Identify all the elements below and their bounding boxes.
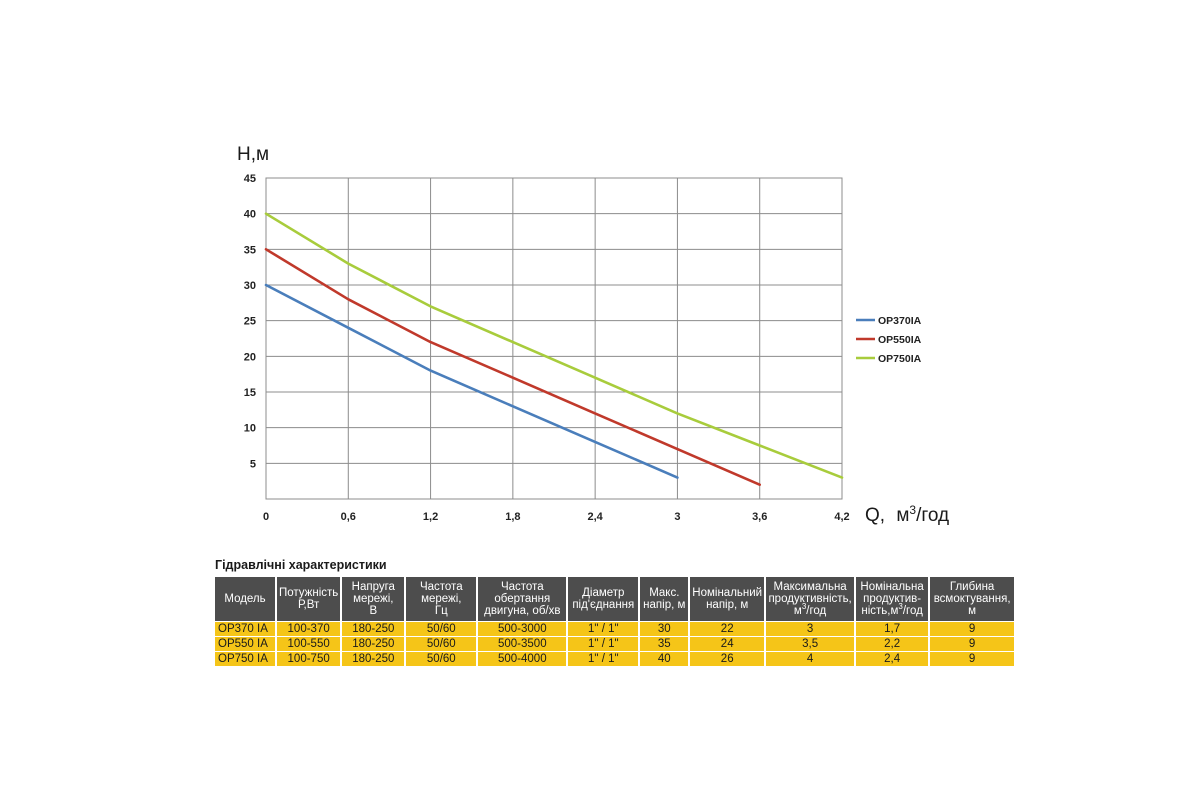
table-cell: 24 bbox=[690, 637, 765, 651]
chart-series bbox=[264, 212, 844, 486]
table-header-cell: Номінальна продуктив-ність,м3/год bbox=[856, 577, 929, 621]
y-tick-label: 40 bbox=[244, 209, 256, 221]
y-tick-label: 30 bbox=[244, 280, 256, 292]
x-tick-label: 3 bbox=[674, 511, 680, 523]
y-tick-label: 20 bbox=[244, 351, 256, 363]
x-axis-title-q: Q, bbox=[865, 505, 885, 526]
y-axis-title: H,м bbox=[237, 144, 269, 165]
chart-grid bbox=[265, 177, 843, 500]
table-cell: 180-250 bbox=[342, 652, 405, 666]
table-cell: 9 bbox=[930, 652, 1015, 666]
table-cell: 1,7 bbox=[856, 622, 929, 636]
x-axis-title: Q, м3/год bbox=[865, 503, 949, 526]
table-row: OP370 IA 100-370 180-250 50/60 500-3000 1" / … bbox=[215, 622, 1015, 636]
table-cell: 500-3500 bbox=[478, 637, 567, 651]
y-tick-label: 25 bbox=[244, 316, 256, 328]
series-line bbox=[264, 283, 679, 479]
table-cell: 22 bbox=[690, 622, 765, 636]
table-header-cell: Напруга мережі, В bbox=[342, 577, 405, 621]
chart-ticks: 5 10 15 20 25 30 35 40 45 0 0,6 1,2 1,8 2,4 3 3,6 4,2 bbox=[244, 173, 850, 523]
table-header-cell: Модель bbox=[215, 577, 275, 621]
table-title: Гідравлічні характеристики bbox=[215, 558, 387, 572]
table-cell: 1" / 1" bbox=[568, 622, 639, 636]
legend-label: OP550IA bbox=[878, 334, 922, 346]
table-row: OP550 IA 100-550 180-250 50/60 500-3500 1" / … bbox=[215, 637, 1015, 651]
table-cell: 50/60 bbox=[406, 637, 477, 651]
table-header-cell: Номінальний напір, м bbox=[690, 577, 765, 621]
table-cell: 100-750 bbox=[277, 652, 341, 666]
spec-table-body: OP370 IA 100-370 180-250 50/60 500-3000 1" / … bbox=[215, 622, 1015, 666]
table-header-cell: Потужність Р,Вт bbox=[277, 577, 341, 621]
spec-table-header-row: Модель Потужність Р,Вт Напруга мережі, В Часто… bbox=[215, 577, 1015, 621]
x-tick-label: 0,6 bbox=[341, 511, 356, 523]
table-cell: 2,4 bbox=[856, 652, 929, 666]
x-axis-title-unit-post: /год bbox=[916, 505, 949, 526]
table-cell: 100-370 bbox=[277, 622, 341, 636]
table-cell: 9 bbox=[930, 622, 1015, 636]
table-cell: 1" / 1" bbox=[568, 652, 639, 666]
table-header-cell: Максимальна продуктивність, м3/год bbox=[766, 577, 855, 621]
x-axis-title-unit-sup: 3 bbox=[909, 503, 916, 517]
table-cell: 500-3000 bbox=[478, 622, 567, 636]
table-cell-model: OP550 IA bbox=[215, 637, 275, 651]
table-cell: 9 bbox=[930, 637, 1015, 651]
y-tick-label: 10 bbox=[244, 423, 256, 435]
x-tick-label: 1,8 bbox=[505, 511, 520, 523]
table-cell: 180-250 bbox=[342, 637, 405, 651]
table-header-cell: Діаметр під'єднання bbox=[568, 577, 639, 621]
series-line bbox=[264, 248, 761, 486]
table-cell: 2,2 bbox=[856, 637, 929, 651]
chart-legend: OP370IA OP550IA OP750IA bbox=[856, 315, 922, 365]
table-cell: 4 bbox=[766, 652, 855, 666]
x-tick-label: 0 bbox=[263, 511, 269, 523]
table-cell-model: OP750 IA bbox=[215, 652, 275, 666]
x-tick-label: 1,2 bbox=[423, 511, 438, 523]
y-tick-label: 45 bbox=[244, 173, 256, 185]
table-header-cell: Частота обертання двигуна, об/хв bbox=[478, 577, 567, 621]
y-tick-label: 35 bbox=[244, 244, 256, 256]
spec-table-head: Модель Потужність Р,Вт Напруга мережі, В Часто… bbox=[215, 577, 1015, 621]
y-tick-label: 5 bbox=[250, 458, 256, 470]
table-cell: 30 bbox=[640, 622, 689, 636]
plot-border bbox=[265, 177, 843, 500]
x-tick-label: 3,6 bbox=[752, 511, 767, 523]
table-cell: 40 bbox=[640, 652, 689, 666]
spec-table: Модель Потужність Р,Вт Напруга мережі, В Часто… bbox=[213, 576, 1016, 667]
table-cell: 50/60 bbox=[406, 622, 477, 636]
table-cell: 35 bbox=[640, 637, 689, 651]
table-row: OP750 IA 100-750 180-250 50/60 500-4000 1" / … bbox=[215, 652, 1015, 666]
table-cell: 1" / 1" bbox=[568, 637, 639, 651]
series-line bbox=[264, 212, 844, 479]
legend-label: OP370IA bbox=[878, 315, 922, 327]
table-header-cell: Макс. напір, м bbox=[640, 577, 689, 621]
y-tick-label: 15 bbox=[244, 387, 256, 399]
table-cell: 26 bbox=[690, 652, 765, 666]
table-cell: 50/60 bbox=[406, 652, 477, 666]
table-header-cell: Частота мережі, Гц bbox=[406, 577, 477, 621]
table-cell: 180-250 bbox=[342, 622, 405, 636]
table-header-cell: Глибина всмоктування, м bbox=[930, 577, 1015, 621]
table-cell: 3,5 bbox=[766, 637, 855, 651]
x-tick-label: 4,2 bbox=[834, 511, 849, 523]
table-cell: 100-550 bbox=[277, 637, 341, 651]
x-tick-label: 2,4 bbox=[587, 511, 603, 523]
x-axis-title-unit: м bbox=[896, 505, 909, 526]
legend-label: OP750IA bbox=[878, 353, 922, 365]
table-cell: 500-4000 bbox=[478, 652, 567, 666]
pump-curve-chart: 5 10 15 20 25 30 35 40 45 0 0,6 1,2 1,8 2,4 3 3,6 4,2 OP… bbox=[237, 144, 949, 526]
table-cell: 3 bbox=[766, 622, 855, 636]
table-cell-model: OP370 IA bbox=[215, 622, 275, 636]
